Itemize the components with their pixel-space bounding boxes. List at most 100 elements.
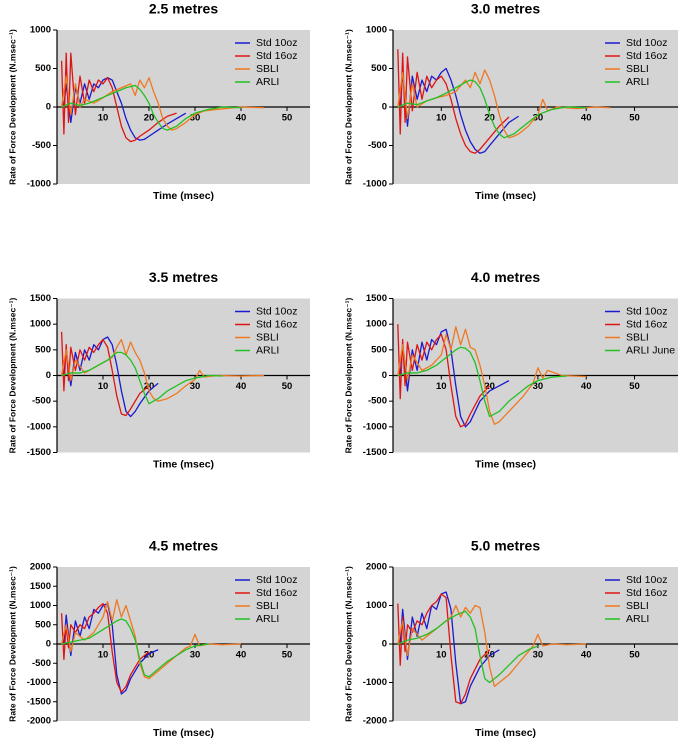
- series-line: [61, 351, 223, 405]
- legend-label: Std 10oz: [256, 305, 297, 317]
- y-tick-label: -1500: [363, 447, 387, 458]
- y-tick-label: -1000: [363, 421, 387, 432]
- series-line: [60, 52, 177, 143]
- x-axis-label: Time (msec): [475, 727, 536, 739]
- legend-label: Std 10oz: [626, 37, 667, 49]
- legend-label: Std 16oz: [256, 318, 297, 330]
- y-tick-label: 0: [46, 370, 51, 381]
- series-line: [397, 346, 567, 418]
- y-tick-label: 1500: [30, 293, 51, 304]
- y-tick-label: -1000: [363, 677, 387, 688]
- x-tick-label: 30: [190, 113, 201, 124]
- y-tick-label: 1500: [30, 581, 51, 592]
- legend-label: Std 10oz: [256, 37, 297, 49]
- y-tick-label: 0: [382, 370, 387, 381]
- x-tick-label: 10: [98, 381, 109, 392]
- legend-label: SBLI: [626, 331, 649, 343]
- x-tick-label: 50: [629, 113, 640, 124]
- y-axis-label: Rate of Force Development (N.msec⁻¹): [343, 566, 353, 722]
- legend-label: Std 10oz: [626, 574, 667, 586]
- x-tick-label: 20: [144, 113, 155, 124]
- x-tick-label: 20: [484, 113, 495, 124]
- y-tick-label: -1000: [27, 677, 51, 688]
- y-tick-label: -500: [32, 140, 51, 151]
- y-tick-label: -500: [368, 140, 387, 151]
- x-tick-label: 10: [436, 113, 447, 124]
- y-tick-label: 500: [35, 63, 51, 74]
- x-tick-label: 50: [629, 381, 640, 392]
- series-line: [60, 331, 150, 417]
- y-tick-label: -1000: [27, 179, 51, 190]
- x-tick-label: 30: [190, 381, 201, 392]
- y-tick-label: 2000: [30, 562, 51, 573]
- y-tick-label: 500: [371, 63, 387, 74]
- chart-title: 5.0 metres: [471, 538, 540, 554]
- legend-label: Std 16oz: [256, 50, 297, 62]
- x-tick-label: 30: [190, 650, 201, 661]
- x-tick-label: 50: [282, 381, 293, 392]
- series-line: [397, 79, 587, 139]
- series-line: [397, 49, 510, 154]
- y-tick-label: -500: [32, 658, 51, 669]
- x-axis-label: Time (msec): [153, 727, 214, 739]
- y-axis-label: Rate of Force Development (N.msec⁻¹): [7, 29, 17, 185]
- series-line: [397, 324, 491, 428]
- y-axis-label: Rate of Force Development (N.msec⁻¹): [7, 566, 17, 722]
- legend-label: SBLI: [256, 331, 279, 343]
- y-tick-label: -1000: [363, 179, 387, 190]
- x-tick-label: 30: [533, 113, 544, 124]
- y-tick-label: 1500: [366, 293, 387, 304]
- series-line: [399, 67, 519, 154]
- series-line: [63, 602, 159, 695]
- chart-title: 3.0 metres: [471, 1, 540, 17]
- x-axis-label: Time (msec): [475, 190, 536, 202]
- chart-title: 4.5 metres: [149, 538, 218, 554]
- x-tick-label: 10: [98, 113, 109, 124]
- x-axis-label: Time (msec): [475, 458, 536, 470]
- x-tick-label: 20: [144, 650, 155, 661]
- x-tick-label: 10: [436, 650, 447, 661]
- legend-label: Std 10oz: [256, 574, 297, 586]
- y-tick-label: 1000: [366, 25, 387, 36]
- series-line: [60, 599, 242, 680]
- y-axis-label: Rate of Force Development (N.msec⁻¹): [343, 298, 353, 454]
- x-tick-label: 50: [282, 113, 293, 124]
- y-tick-label: -500: [32, 396, 51, 407]
- x-axis-label: Time (msec): [153, 190, 214, 202]
- y-tick-label: 0: [382, 102, 387, 113]
- series-line: [63, 336, 159, 418]
- y-tick-label: -1500: [27, 696, 51, 707]
- x-tick-label: 40: [581, 113, 592, 124]
- x-tick-label: 50: [629, 650, 640, 661]
- legend-label: SBLI: [626, 63, 649, 75]
- x-tick-label: 40: [236, 381, 247, 392]
- y-tick-label: -1500: [27, 447, 51, 458]
- x-tick-label: 40: [581, 381, 592, 392]
- y-tick-label: -1000: [27, 421, 51, 432]
- y-tick-label: 1000: [30, 319, 51, 330]
- chart-title: 3.5 metres: [149, 269, 218, 285]
- series-line: [397, 610, 539, 684]
- legend-label: ARLI June: [626, 344, 675, 356]
- legend-label: Std 16oz: [256, 587, 297, 599]
- y-tick-label: -500: [368, 396, 387, 407]
- x-tick-label: 40: [236, 650, 247, 661]
- series-line: [397, 69, 611, 139]
- series-line: [61, 84, 242, 131]
- legend-label: ARLI: [626, 76, 649, 88]
- legend-label: SBLI: [256, 63, 279, 75]
- series-line: [397, 593, 491, 705]
- legend-label: ARLI: [256, 76, 279, 88]
- chart-title: 4.0 metres: [471, 269, 540, 285]
- x-axis-label: Time (msec): [153, 458, 214, 470]
- legend-label: SBLI: [626, 600, 649, 612]
- legend-label: ARLI: [256, 613, 279, 625]
- y-axis-label: Rate of Force Development (N.msec⁻¹): [343, 29, 353, 185]
- x-tick-label: 40: [581, 650, 592, 661]
- y-tick-label: 1000: [366, 319, 387, 330]
- x-tick-label: 30: [533, 381, 544, 392]
- y-tick-label: 500: [35, 344, 51, 355]
- legend-label: Std 16oz: [626, 587, 667, 599]
- y-tick-label: 0: [46, 639, 51, 650]
